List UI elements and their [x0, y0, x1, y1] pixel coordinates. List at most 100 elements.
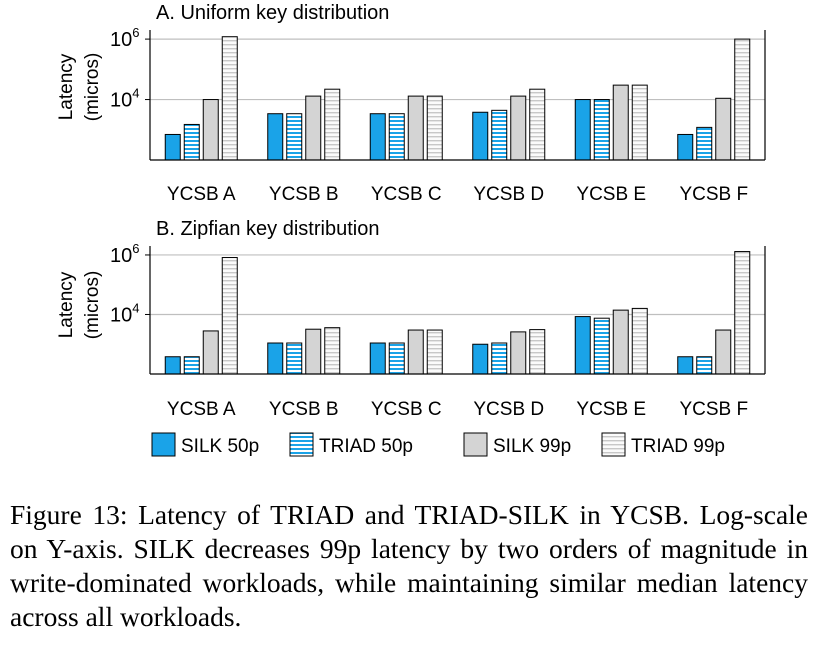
category-label: YCSB F [679, 184, 748, 205]
bar-triad-99p [529, 88, 546, 161]
legend-label-triad-50p: TRIAD 50p [319, 436, 413, 457]
bar-triad-50p [593, 99, 610, 161]
panel-a-ylabel-line1: Latency [56, 53, 77, 120]
bar-silk-99p [510, 331, 527, 375]
bar-silk-99p [305, 95, 322, 161]
bar-triad-99p [631, 84, 648, 161]
y-tick-base: 10 [110, 29, 132, 51]
category-label: YCSB F [679, 399, 748, 420]
legend-swatch-triad-99p [601, 432, 626, 457]
bar-silk-50p [267, 342, 284, 375]
bar-triad-50p [388, 113, 405, 161]
panel-b-axes [149, 246, 766, 375]
bar-silk-99p [305, 328, 322, 375]
bar-silk-50p [574, 316, 591, 375]
legend-swatch-triad-50p [289, 432, 314, 457]
y-tick-label: 106 [110, 25, 139, 51]
bar-silk-50p [369, 342, 386, 375]
bar-triad-50p [491, 109, 508, 161]
bar-triad-50p [491, 342, 508, 375]
bar-silk-99p [202, 99, 219, 161]
y-tick-label: 106 [110, 241, 139, 267]
y-tick-exponent: 6 [132, 241, 139, 256]
bar-triad-50p [183, 356, 200, 375]
bar-triad-50p [696, 356, 713, 375]
panel-b-bars [164, 251, 751, 375]
bar-silk-50p [574, 99, 591, 161]
panel-a-gridlines [150, 38, 765, 101]
bar-silk-99p [612, 84, 629, 161]
category-label: YCSB A [167, 399, 236, 420]
category-label: YCSB B [269, 184, 339, 205]
bar-triad-99p [734, 251, 751, 375]
figure-caption: Figure 13: Latency of TRIAD and TRIAD-SI… [10, 499, 808, 632]
bar-triad-99p [631, 307, 648, 375]
category-label: YCSB B [269, 399, 339, 420]
legend-label-triad-99p: TRIAD 99p [631, 436, 725, 457]
bar-triad-99p [426, 95, 443, 161]
bar-silk-50p [472, 111, 489, 161]
bar-silk-99p [612, 309, 629, 375]
y-tick-exponent: 4 [132, 86, 139, 101]
bar-silk-50p [472, 343, 489, 375]
y-tick-base: 10 [110, 245, 132, 267]
bar-triad-50p [388, 342, 405, 375]
y-tick-exponent: 6 [132, 25, 139, 40]
category-label: YCSB A [167, 184, 236, 205]
panel-b-ylabel-line1: Latency [56, 271, 77, 338]
panel-b-ylabel-line2: (micros) [82, 271, 103, 340]
bar-silk-99p [407, 95, 424, 161]
bar-silk-50p [677, 356, 694, 375]
category-label: YCSB D [473, 399, 544, 420]
category-label: YCSB C [371, 184, 442, 205]
bar-silk-99p [715, 97, 732, 161]
panel-a: A. Uniform key distribution Latency (mic… [56, 2, 766, 205]
bar-triad-99p [426, 329, 443, 375]
y-tick-base: 10 [110, 90, 132, 112]
y-tick-label: 104 [110, 86, 139, 112]
y-tick-label: 104 [110, 300, 139, 326]
legend-label-silk-50p: SILK 50p [181, 436, 259, 457]
bar-triad-50p [593, 317, 610, 375]
bar-triad-50p [286, 342, 303, 375]
bar-triad-99p [324, 88, 341, 161]
bar-silk-50p [164, 133, 181, 161]
category-label: YCSB E [576, 184, 646, 205]
bar-silk-99p [715, 329, 732, 375]
panel-a-axes [149, 30, 766, 161]
legend-label-silk-99p: SILK 99p [493, 436, 571, 457]
bar-silk-99p [407, 329, 424, 375]
bar-silk-99p [202, 330, 219, 375]
legend-swatch-silk-50p [151, 432, 176, 457]
bar-triad-99p [734, 38, 751, 161]
bar-silk-50p [677, 133, 694, 161]
bar-silk-50p [164, 356, 181, 375]
panel-a-ylabel-line2: (micros) [82, 53, 103, 122]
panel-a-title: A. Uniform key distribution [156, 2, 389, 24]
y-tick-exponent: 4 [132, 300, 139, 315]
panel-b-categories: YCSB A YCSB B YCSB C YCSB D YCSB E YCSB F [167, 399, 748, 420]
panel-a-categories: YCSB A YCSB B YCSB C YCSB D YCSB E YCSB F [167, 184, 748, 205]
category-label: YCSB C [371, 399, 442, 420]
bar-triad-99p [221, 36, 238, 161]
bar-triad-50p [286, 113, 303, 161]
bar-triad-99p [221, 257, 238, 375]
bar-triad-50p [696, 126, 713, 161]
panel-b: B. Zipfian key distribution Latency (mic… [56, 218, 766, 420]
bar-triad-50p [183, 123, 200, 161]
figure-13-chart: A. Uniform key distribution Latency (mic… [56, 2, 766, 457]
bar-silk-99p [510, 95, 527, 161]
bar-triad-99p [529, 329, 546, 375]
category-label: YCSB E [576, 399, 646, 420]
panel-b-title: B. Zipfian key distribution [156, 218, 379, 240]
y-tick-base: 10 [110, 304, 132, 326]
legend: SILK 50p TRIAD 50p SILK 99p TRIAD 99p [151, 432, 725, 457]
bar-silk-50p [267, 113, 284, 161]
bar-triad-99p [324, 327, 341, 375]
panel-b-gridlines [150, 254, 765, 316]
panel-a-bars [164, 36, 751, 161]
category-label: YCSB D [473, 184, 544, 205]
bar-silk-50p [369, 113, 386, 161]
